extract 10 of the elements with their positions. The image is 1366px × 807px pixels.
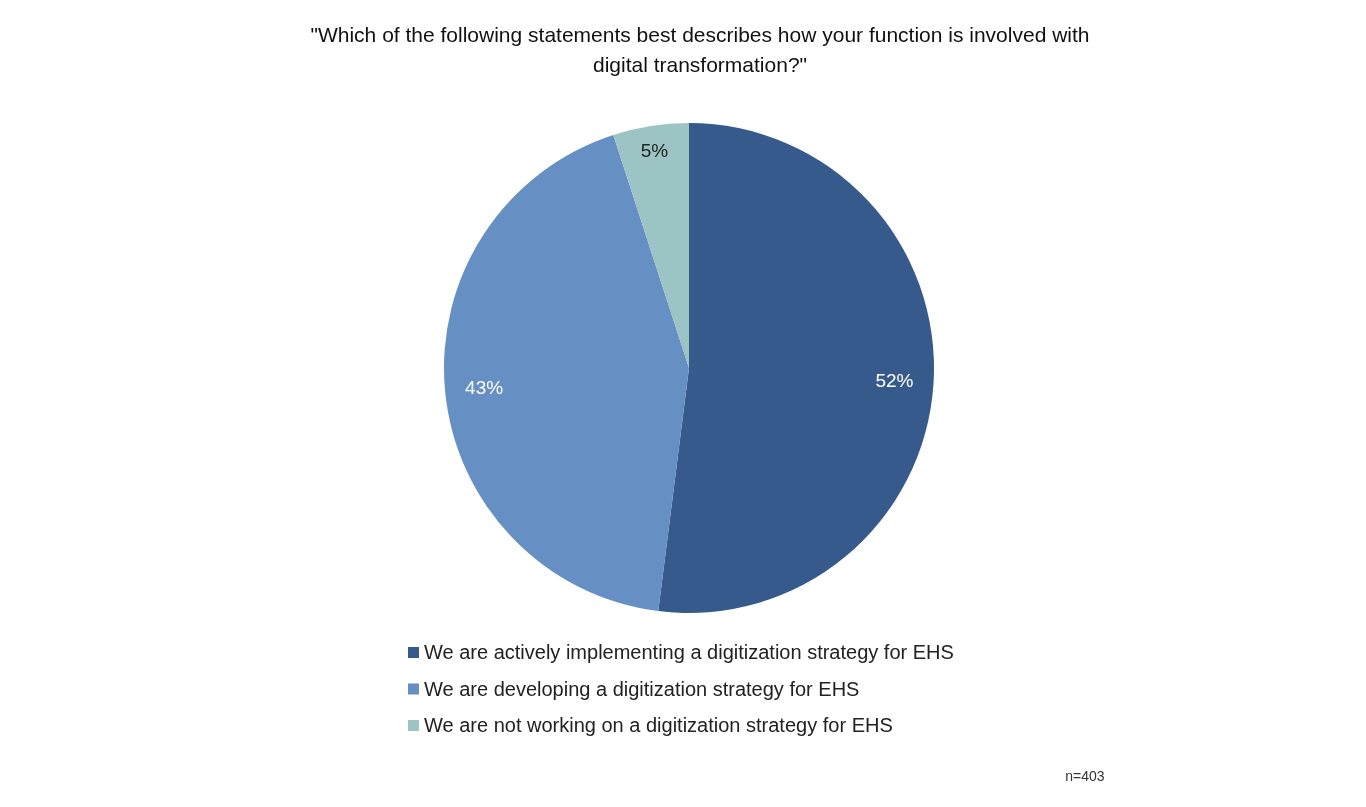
legend-label: We are developing a digitization strategy for EHS [424,677,860,700]
data-label: 5% [640,139,669,161]
data-label: 52% [875,370,914,392]
legend-label: We are not working on a digitization strategy for EHS [424,714,893,736]
pie-slice [613,123,689,368]
chart-title: "Which of the following statements best describes how your function is involved with digital transformation?" [310,23,1090,76]
pie-slice [444,134,689,612]
legend-label: We are actively implementing a digitization strategy for EHS [424,641,954,663]
data-label: 43% [465,376,504,398]
text: n=403 [1065,768,1105,784]
